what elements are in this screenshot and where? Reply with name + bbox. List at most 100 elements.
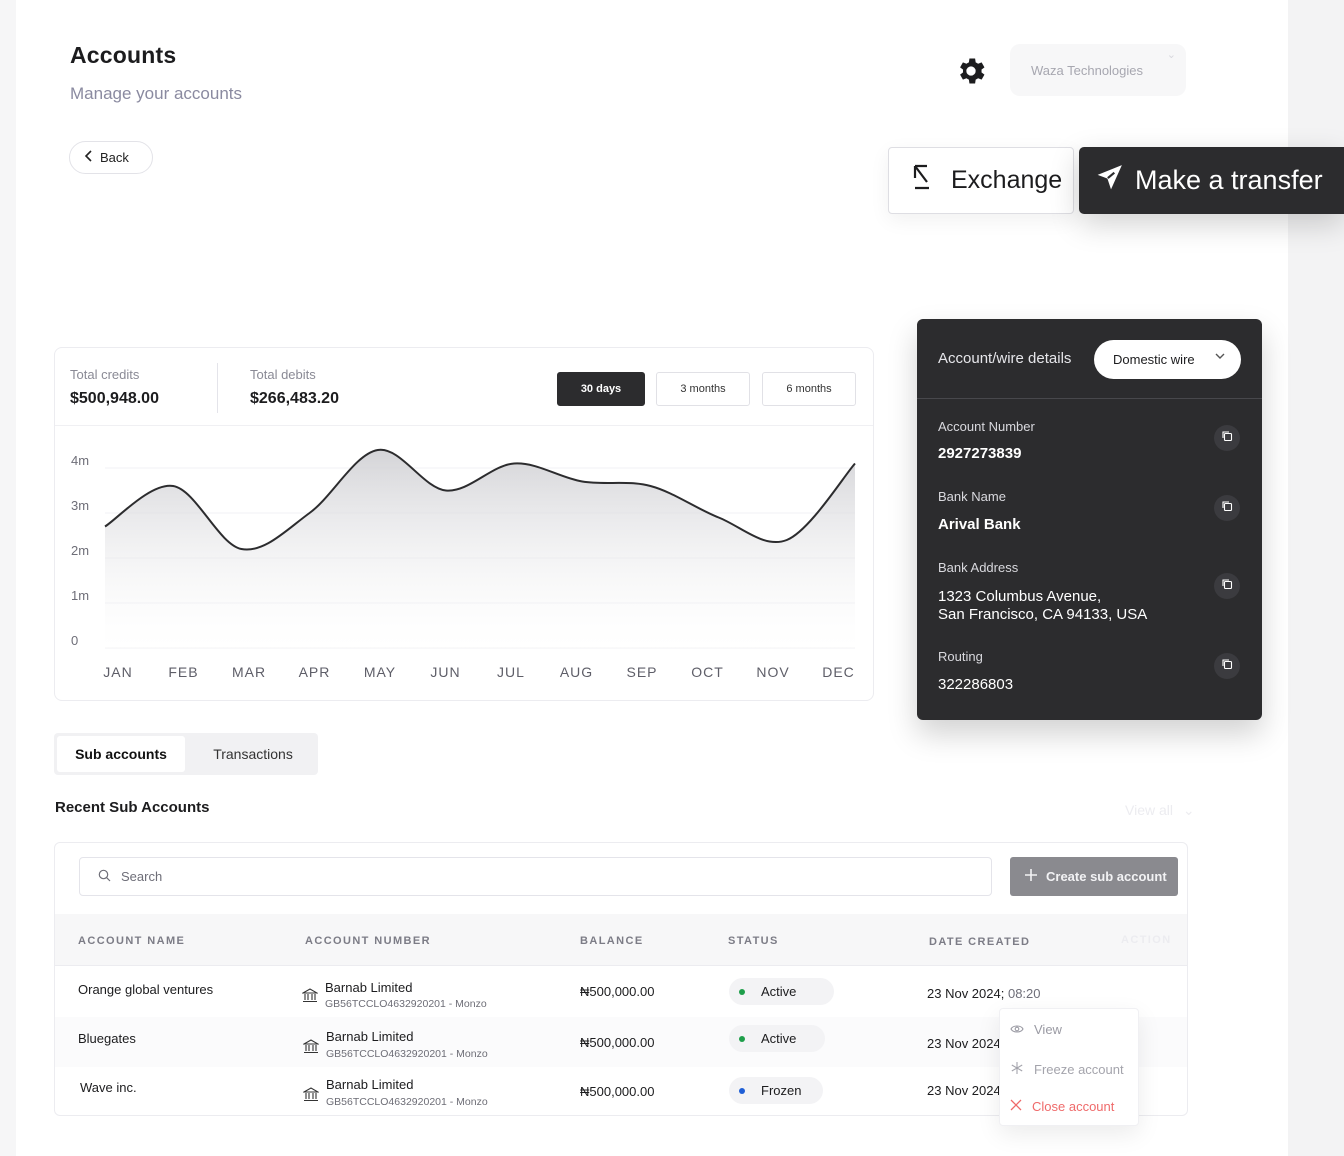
bank-name: Barnab Limited xyxy=(326,1077,414,1092)
bank-icon xyxy=(301,1086,321,1107)
snowflake-icon xyxy=(1010,1061,1024,1078)
copy-bank-name-button[interactable] xyxy=(1214,495,1240,521)
total-debits-value: $266,483.20 xyxy=(250,390,339,407)
copy-routing-button[interactable] xyxy=(1214,653,1240,679)
bank-name: Barnab Limited xyxy=(325,980,413,995)
chevron-down-icon: ⌄ xyxy=(1182,802,1195,818)
view-all-label: View all xyxy=(1125,802,1173,818)
accounts-tabs: Sub accounts Transactions xyxy=(54,733,318,775)
date-created: 23 Nov 2024 xyxy=(927,1083,999,1098)
chevron-down-icon xyxy=(1215,352,1225,363)
table-row[interactable]: Wave inc. Barnab Limited GB56TCCLO463292… xyxy=(55,1067,1187,1115)
y-tick-label: 0 xyxy=(71,633,78,648)
menu-item-close-account[interactable]: Close account xyxy=(1010,1099,1114,1114)
send-icon xyxy=(1097,164,1123,197)
account-number-label: Account Number xyxy=(938,419,1035,434)
table-row[interactable]: Orange global ventures Barnab Limited GB… xyxy=(55,967,1187,1017)
wire-separator xyxy=(917,398,1262,399)
series-line xyxy=(104,448,856,551)
range-3-months[interactable]: 3 months xyxy=(656,372,750,406)
date-created: 23 Nov 2024; 08:20 xyxy=(927,986,1041,1001)
bank-address-label: Bank Address xyxy=(938,560,1019,575)
search-placeholder: Search xyxy=(121,869,163,884)
x-tick-label: MAY xyxy=(364,664,396,680)
y-tick-label: 1m xyxy=(71,588,89,603)
x-tick-label: AUG xyxy=(560,664,593,680)
wire-details-card: Account/wire details Domestic wire Accou… xyxy=(917,319,1262,720)
copy-icon xyxy=(1221,577,1233,595)
x-tick-label: JUL xyxy=(497,664,525,680)
exchange-label: Exchange xyxy=(951,166,1063,194)
th-date-created: DATE CREATED xyxy=(929,936,1031,948)
bank-name-label: Bank Name xyxy=(938,489,1006,504)
row-action-menu: View Freeze account Close account xyxy=(999,1008,1139,1126)
table-row[interactable]: Bluegates Barnab Limited GB56TCCLO463292… xyxy=(55,1017,1187,1067)
exchange-button[interactable]: Exchange xyxy=(888,147,1074,214)
menu-item-view[interactable]: View xyxy=(1010,1022,1062,1037)
tab-transactions[interactable]: Transactions xyxy=(213,746,293,762)
search-icon xyxy=(98,869,111,885)
chevron-left-icon xyxy=(84,150,94,165)
copy-icon xyxy=(1221,429,1233,447)
create-sub-account-label: Create sub account xyxy=(1046,869,1167,884)
transfer-label: Make a transfer xyxy=(1135,165,1323,195)
balance: ₦500,000.00 xyxy=(580,1084,655,1099)
wire-type-select[interactable]: Domestic wire xyxy=(1094,340,1241,379)
y-tick-label: 4m xyxy=(71,453,89,468)
copy-account-number-button[interactable] xyxy=(1214,425,1240,451)
tab-sub-accounts[interactable]: Sub accounts xyxy=(57,736,185,772)
make-transfer-button[interactable]: Make a transfer xyxy=(1079,147,1344,214)
bank-name: Barnab Limited xyxy=(326,1029,414,1044)
time-value: 08:20 xyxy=(1007,986,1041,1001)
total-debits-label: Total debits xyxy=(250,367,316,382)
close-account-label: Close account xyxy=(1032,1099,1115,1114)
gear-icon[interactable] xyxy=(954,54,988,88)
status-dot xyxy=(739,988,745,995)
copy-icon xyxy=(1221,499,1233,517)
balance: ₦500,000.00 xyxy=(580,984,655,999)
status-dot xyxy=(739,1035,745,1042)
routing-value: 322286803 xyxy=(938,676,1014,693)
th-balance: BALANCE xyxy=(580,935,644,947)
status-badge: Active xyxy=(729,1025,825,1052)
date-created: 23 Nov 2024 xyxy=(927,1036,999,1051)
date-value: 23 Nov 2024; xyxy=(927,986,1005,1001)
wire-type-value: Domestic wire xyxy=(1113,352,1195,367)
view-all-link[interactable]: View all ⌄ xyxy=(1125,802,1195,819)
routing-label: Routing xyxy=(938,649,983,664)
table-header: ACCOUNT NAME ACCOUNT NUMBER BALANCE STAT… xyxy=(55,914,1187,966)
status-dot xyxy=(739,1087,745,1094)
chart-separator xyxy=(55,425,873,426)
x-tick-label: NOV xyxy=(756,664,789,680)
balance-chart-card: Total credits $500,948.00 Total debits $… xyxy=(54,347,874,701)
range-6-months[interactable]: 6 months xyxy=(762,372,856,406)
x-tick-label: SEP xyxy=(626,664,657,680)
range-30-days[interactable]: 30 days xyxy=(557,372,645,406)
search-field[interactable]: Search xyxy=(79,857,992,896)
back-button[interactable]: Back xyxy=(69,141,153,174)
copy-icon xyxy=(1221,657,1233,675)
menu-item-freeze[interactable]: Freeze account xyxy=(1010,1061,1124,1078)
bank-address-line2: San Francisco, CA 94133, USA xyxy=(938,606,1148,623)
view-label: View xyxy=(1034,1022,1062,1037)
plus-icon xyxy=(1024,868,1038,885)
bank-address-line1: 1323 Columbus Avenue, xyxy=(938,588,1102,605)
freeze-label: Freeze account xyxy=(1034,1062,1124,1077)
status-label: Active xyxy=(761,1031,797,1046)
chevron-down-icon: ⌄ xyxy=(1166,49,1176,61)
th-account-number: ACCOUNT NUMBER xyxy=(305,935,431,947)
organization-select[interactable]: Waza Technologies ⌄ xyxy=(1010,44,1186,96)
total-credits-label: Total credits xyxy=(70,367,140,382)
account-iban: GB56TCCLO4632920201 - Monzo xyxy=(326,1048,488,1060)
create-sub-account-button[interactable]: Create sub account xyxy=(1010,857,1178,896)
status-badge: Frozen xyxy=(729,1077,823,1104)
close-icon xyxy=(1010,1099,1022,1114)
account-iban: GB56TCCLO4632920201 - Monzo xyxy=(326,1096,488,1108)
x-tick-label: OCT xyxy=(691,664,724,680)
copy-bank-address-button[interactable] xyxy=(1214,573,1240,599)
th-account-name: ACCOUNT NAME xyxy=(78,935,186,947)
x-tick-label: DEC xyxy=(822,664,855,680)
x-tick-label: JAN xyxy=(103,664,132,680)
bank-name-value: Arival Bank xyxy=(938,516,1021,533)
x-tick-label: MAR xyxy=(232,664,266,680)
